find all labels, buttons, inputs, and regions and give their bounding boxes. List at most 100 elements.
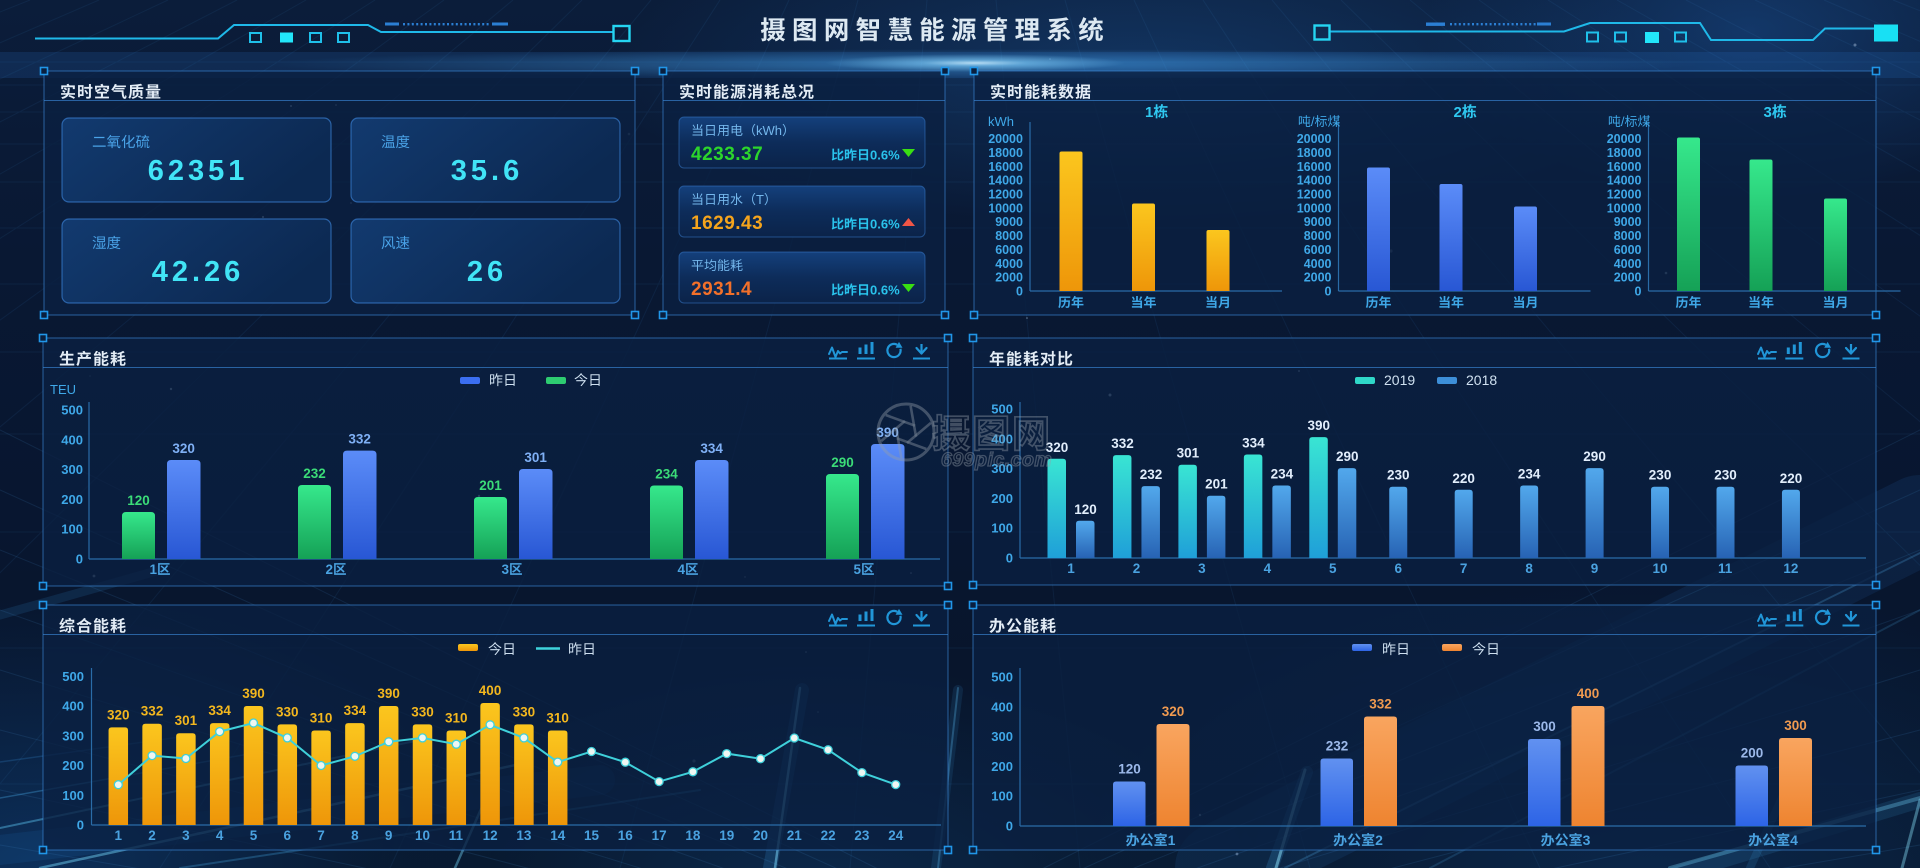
svg-text:11: 11 xyxy=(449,828,464,843)
svg-text:35.6: 35.6 xyxy=(451,155,523,187)
svg-text:8000: 8000 xyxy=(1304,229,1332,243)
svg-text:5: 5 xyxy=(1329,561,1337,576)
svg-text:6000: 6000 xyxy=(1304,243,1332,257)
svg-text:220: 220 xyxy=(1780,471,1803,486)
svg-text:320: 320 xyxy=(172,441,195,456)
svg-text:19: 19 xyxy=(719,828,734,843)
svg-text:201: 201 xyxy=(479,478,502,493)
svg-text:230: 230 xyxy=(1387,468,1410,483)
svg-text:/: / xyxy=(1621,114,1625,129)
svg-text:2018: 2018 xyxy=(1466,372,1497,388)
svg-text:1: 1 xyxy=(1145,104,1153,121)
svg-text:12000: 12000 xyxy=(988,188,1023,202)
svg-text:300: 300 xyxy=(1533,719,1556,734)
svg-text:7: 7 xyxy=(317,828,325,843)
svg-text:1629.43: 1629.43 xyxy=(691,213,763,234)
svg-text:300: 300 xyxy=(62,728,84,743)
svg-text:301: 301 xyxy=(524,450,547,465)
svg-text:301: 301 xyxy=(1177,446,1200,461)
svg-text:300: 300 xyxy=(1784,718,1807,733)
svg-text:2019: 2019 xyxy=(1384,372,1415,388)
svg-text:120: 120 xyxy=(1118,762,1141,777)
svg-text:200: 200 xyxy=(1741,746,1764,761)
svg-text:330: 330 xyxy=(276,704,299,719)
svg-text:400: 400 xyxy=(479,683,502,698)
svg-text:12000: 12000 xyxy=(1297,188,1332,202)
svg-text:11: 11 xyxy=(1718,561,1733,576)
svg-text:400: 400 xyxy=(1577,686,1600,701)
svg-text:10000: 10000 xyxy=(988,201,1023,215)
svg-text:310: 310 xyxy=(445,711,468,726)
svg-text:13: 13 xyxy=(516,828,532,843)
svg-text:18000: 18000 xyxy=(1297,146,1332,160)
svg-text:300: 300 xyxy=(61,462,83,477)
svg-text:310: 310 xyxy=(310,711,333,726)
svg-text:390: 390 xyxy=(876,425,899,440)
svg-text:18000: 18000 xyxy=(988,146,1023,160)
svg-text:4000: 4000 xyxy=(1614,257,1642,271)
svg-text:18: 18 xyxy=(685,828,701,843)
svg-text:1: 1 xyxy=(1067,561,1075,576)
svg-text:2000: 2000 xyxy=(1614,271,1642,285)
svg-text:8: 8 xyxy=(351,828,359,843)
svg-text:201: 201 xyxy=(1205,477,1228,492)
svg-text:20000: 20000 xyxy=(1297,132,1332,146)
svg-text:10: 10 xyxy=(1653,561,1668,576)
svg-text:301: 301 xyxy=(175,713,198,728)
svg-text:20000: 20000 xyxy=(1607,132,1642,146)
svg-text:234: 234 xyxy=(655,467,678,482)
svg-text:4000: 4000 xyxy=(1304,257,1332,271)
svg-text:2000: 2000 xyxy=(1304,271,1332,285)
svg-text:18000: 18000 xyxy=(1607,146,1642,160)
svg-text:320: 320 xyxy=(1162,704,1185,719)
svg-text:0: 0 xyxy=(1006,819,1013,834)
svg-text:200: 200 xyxy=(61,492,83,507)
svg-text:290: 290 xyxy=(1336,449,1359,464)
svg-text:500: 500 xyxy=(62,669,84,684)
svg-text:16: 16 xyxy=(618,828,634,843)
svg-text:699pic.com: 699pic.com xyxy=(941,449,1052,471)
svg-text:20: 20 xyxy=(753,828,768,843)
svg-text:1: 1 xyxy=(1168,832,1176,848)
svg-text:290: 290 xyxy=(1583,449,1606,464)
svg-text:400: 400 xyxy=(62,699,84,714)
svg-text:kWh: kWh xyxy=(756,123,782,138)
svg-text:2: 2 xyxy=(1454,104,1462,121)
svg-text:kWh: kWh xyxy=(988,114,1014,129)
svg-text:2931.4: 2931.4 xyxy=(691,279,752,300)
svg-text:232: 232 xyxy=(303,466,326,481)
svg-text:12000: 12000 xyxy=(1607,188,1642,202)
svg-text:200: 200 xyxy=(991,759,1013,774)
svg-text:310: 310 xyxy=(546,711,569,726)
svg-text:10: 10 xyxy=(415,828,430,843)
svg-text:8000: 8000 xyxy=(995,229,1023,243)
svg-text:3: 3 xyxy=(1764,104,1772,121)
svg-text:9000: 9000 xyxy=(1614,215,1642,229)
svg-text:3: 3 xyxy=(182,828,190,843)
svg-text:6000: 6000 xyxy=(995,243,1023,257)
svg-text:2: 2 xyxy=(1375,832,1383,848)
svg-text:0: 0 xyxy=(76,552,83,567)
svg-text:300: 300 xyxy=(991,461,1013,476)
svg-text:0: 0 xyxy=(1325,285,1332,299)
svg-text:4233.37: 4233.37 xyxy=(691,144,763,165)
svg-text:390: 390 xyxy=(377,686,400,701)
svg-text:4000: 4000 xyxy=(995,257,1023,271)
svg-text:500: 500 xyxy=(991,670,1013,685)
svg-text:100: 100 xyxy=(991,521,1013,536)
svg-text:6000: 6000 xyxy=(1614,243,1642,257)
svg-text:232: 232 xyxy=(1326,739,1349,754)
svg-text:1: 1 xyxy=(115,828,123,843)
svg-text:500: 500 xyxy=(61,403,83,418)
svg-text:12: 12 xyxy=(483,828,498,843)
svg-text:62351: 62351 xyxy=(148,155,249,187)
svg-text:T: T xyxy=(756,192,764,207)
svg-text:100: 100 xyxy=(991,789,1013,804)
svg-text:390: 390 xyxy=(242,686,265,701)
svg-text:230: 230 xyxy=(1649,468,1672,483)
svg-text:232: 232 xyxy=(1140,467,1163,482)
svg-text:220: 220 xyxy=(1452,471,1475,486)
svg-text:0.6%: 0.6% xyxy=(870,217,900,232)
svg-text:14: 14 xyxy=(550,828,566,843)
svg-text:5: 5 xyxy=(250,828,258,843)
